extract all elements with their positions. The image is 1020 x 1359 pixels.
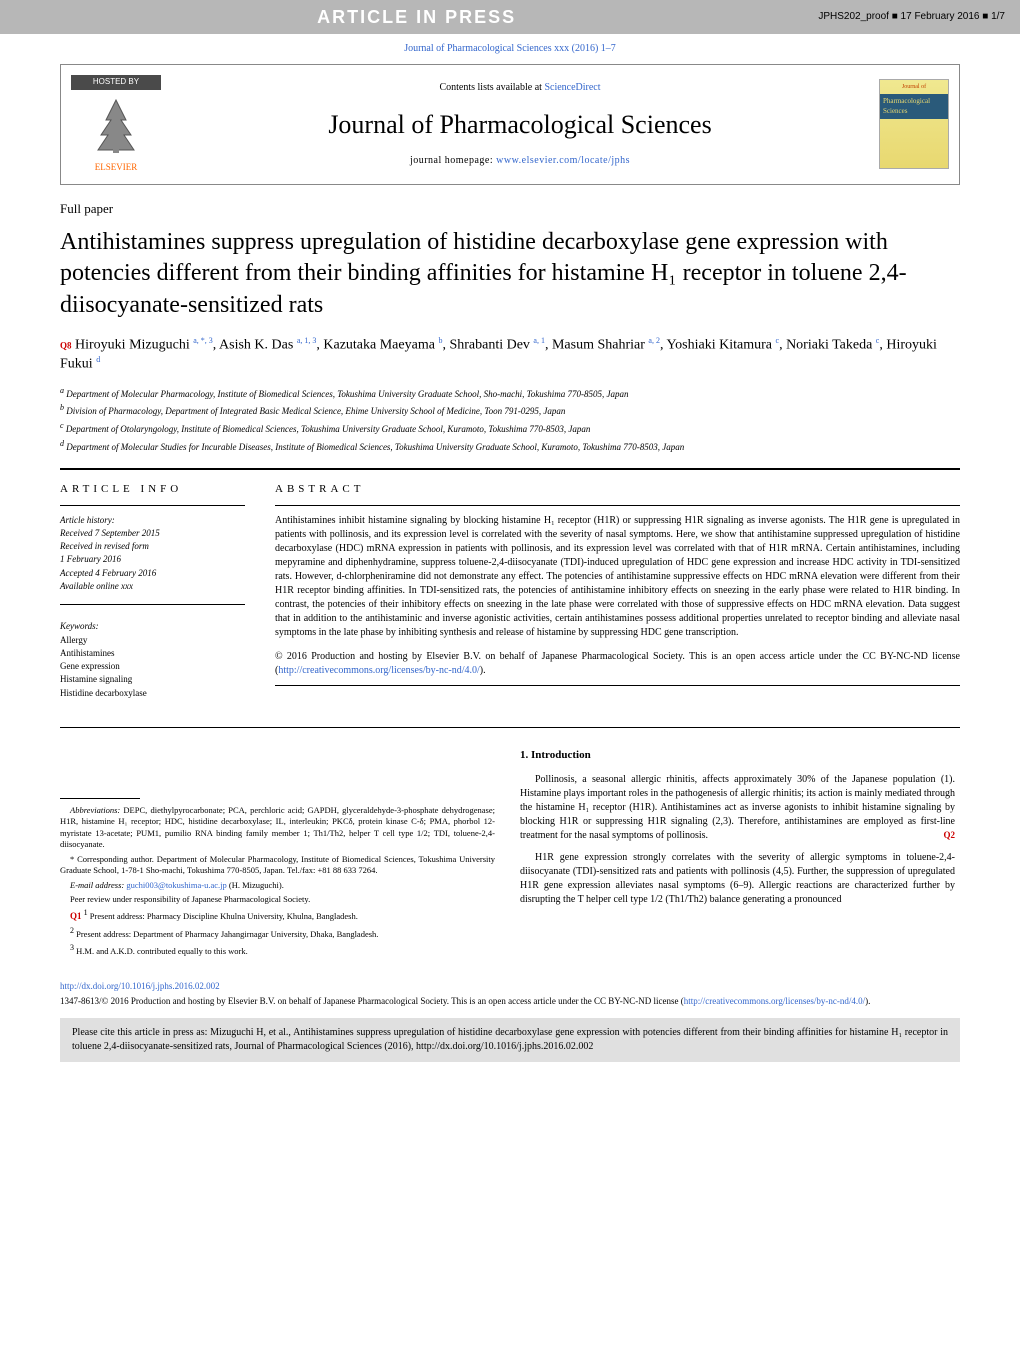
article-info-sidebar: ARTICLE INFO Article history: Received 7… <box>60 470 260 712</box>
intro-paragraph: H1R gene expression strongly correlates … <box>520 851 955 907</box>
keywords-list: Allergy Antihistamines Gene expression H… <box>60 634 245 699</box>
abstract-heading: ABSTRACT <box>275 482 960 497</box>
footnote-rule <box>60 798 140 799</box>
license-link[interactable]: http://creativecommons.org/licenses/by-n… <box>278 665 479 676</box>
main-body: Abbreviations: DEPC, diethylpyrocarbonat… <box>60 748 960 961</box>
doi-link[interactable]: http://dx.doi.org/10.1016/j.jphs.2016.02… <box>60 980 960 992</box>
article-in-press-label: ARTICLE IN PRESS <box>317 5 516 29</box>
authors-list: Q8 Hiroyuki Mizuguchi a, *, 3, Asish K. … <box>60 336 960 375</box>
license-line: 1347-8613/© 2016 Production and hosting … <box>60 995 960 1007</box>
paper-type: Full paper <box>60 200 960 218</box>
intro-heading: 1. Introduction <box>520 748 955 763</box>
homepage-url-link[interactable]: www.elsevier.com/locate/jphs <box>496 155 630 166</box>
article-title: Antihistamines suppress upregulation of … <box>60 227 960 321</box>
journal-cover-thumbnail: Journal of Pharmacological Sciences <box>879 79 949 169</box>
hosted-by-label: HOSTED BY <box>71 75 161 90</box>
q1-marker: Q1 <box>70 911 82 921</box>
license-link[interactable]: http://creativecommons.org/licenses/by-n… <box>684 996 865 1006</box>
article-history: Article history: Received 7 September 20… <box>60 514 245 592</box>
article-info-heading: ARTICLE INFO <box>60 482 245 497</box>
affiliations: a Department of Molecular Pharmacology, … <box>60 385 960 453</box>
q8-marker: Q8 <box>60 340 72 350</box>
keywords-heading: Keywords: <box>60 620 245 632</box>
sciencedirect-link[interactable]: ScienceDirect <box>544 82 600 93</box>
footnotes: Abbreviations: DEPC, diethylpyrocarbonat… <box>60 805 495 958</box>
left-column: Abbreviations: DEPC, diethylpyrocarbonat… <box>60 748 495 961</box>
right-column: 1. Introduction Pollinosis, a seasonal a… <box>520 748 955 961</box>
article-meta: ARTICLE INFO Article history: Received 7… <box>60 470 960 712</box>
banner-center: Contents lists available at ScienceDirec… <box>161 81 879 167</box>
abstract-copyright: © 2016 Production and hosting by Elsevie… <box>275 650 960 677</box>
proof-info: JPHS202_proof ■ 17 February 2016 ■ 1/7 <box>818 10 1005 24</box>
publisher-box: HOSTED BY ELSEVIER <box>71 75 161 174</box>
journal-name: Journal of Pharmacological Sciences <box>161 107 879 142</box>
citation-box: Please cite this article in press as: Mi… <box>60 1018 960 1062</box>
elsevier-logo-icon <box>86 95 146 155</box>
journal-banner: HOSTED BY ELSEVIER Contents lists availa… <box>60 64 960 185</box>
elsevier-label: ELSEVIER <box>71 161 161 173</box>
email-link[interactable]: guchi003@tokushima-u.ac.jp <box>126 880 226 890</box>
contents-line: Contents lists available at ScienceDirec… <box>161 81 879 95</box>
journal-citation-link[interactable]: Journal of Pharmacological Sciences xxx … <box>0 34 1020 64</box>
q2-marker: Q2 <box>928 829 955 842</box>
abstract-section: ABSTRACT Antihistamines inhibit histamin… <box>260 470 960 712</box>
header-bar: ARTICLE IN PRESS JPHS202_proof ■ 17 Febr… <box>0 0 1020 34</box>
divider <box>60 727 960 728</box>
abstract-text: Antihistamines inhibit histamine signali… <box>275 514 960 640</box>
intro-paragraph: Pollinosis, a seasonal allergic rhinitis… <box>520 773 955 843</box>
journal-homepage: journal homepage: www.elsevier.com/locat… <box>161 154 879 168</box>
